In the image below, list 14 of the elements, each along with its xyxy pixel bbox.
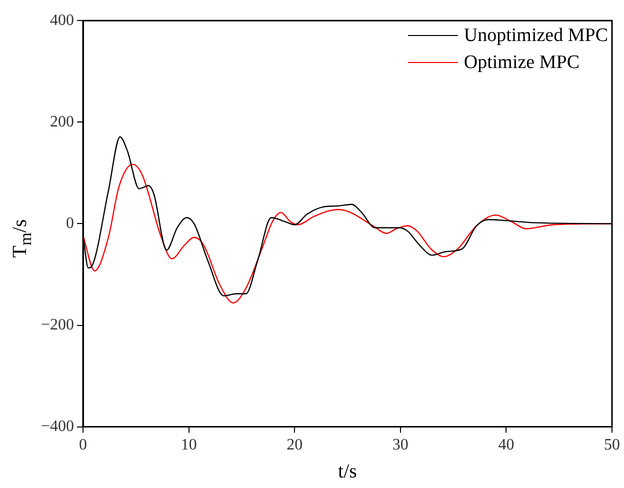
y-tick-label: −200 bbox=[40, 316, 74, 334]
legend-label: Unoptimized MPC bbox=[464, 24, 608, 48]
legend-label: Optimize MPC bbox=[464, 51, 580, 75]
x-axis-title: t/s bbox=[338, 460, 358, 482]
x-tick-label: 0 bbox=[79, 436, 88, 454]
y-tick-label: 200 bbox=[50, 113, 74, 130]
x-tick-label: 40 bbox=[498, 436, 514, 454]
x-tick-label: 50 bbox=[604, 436, 620, 454]
y-tick-label: 0 bbox=[66, 214, 74, 232]
y-tick-label: −400 bbox=[40, 418, 74, 436]
y-tick-label: 400 bbox=[50, 12, 74, 29]
x-tick-label: 10 bbox=[180, 436, 197, 454]
x-tick-label: 30 bbox=[392, 436, 408, 454]
x-tick-label: 20 bbox=[286, 436, 303, 454]
